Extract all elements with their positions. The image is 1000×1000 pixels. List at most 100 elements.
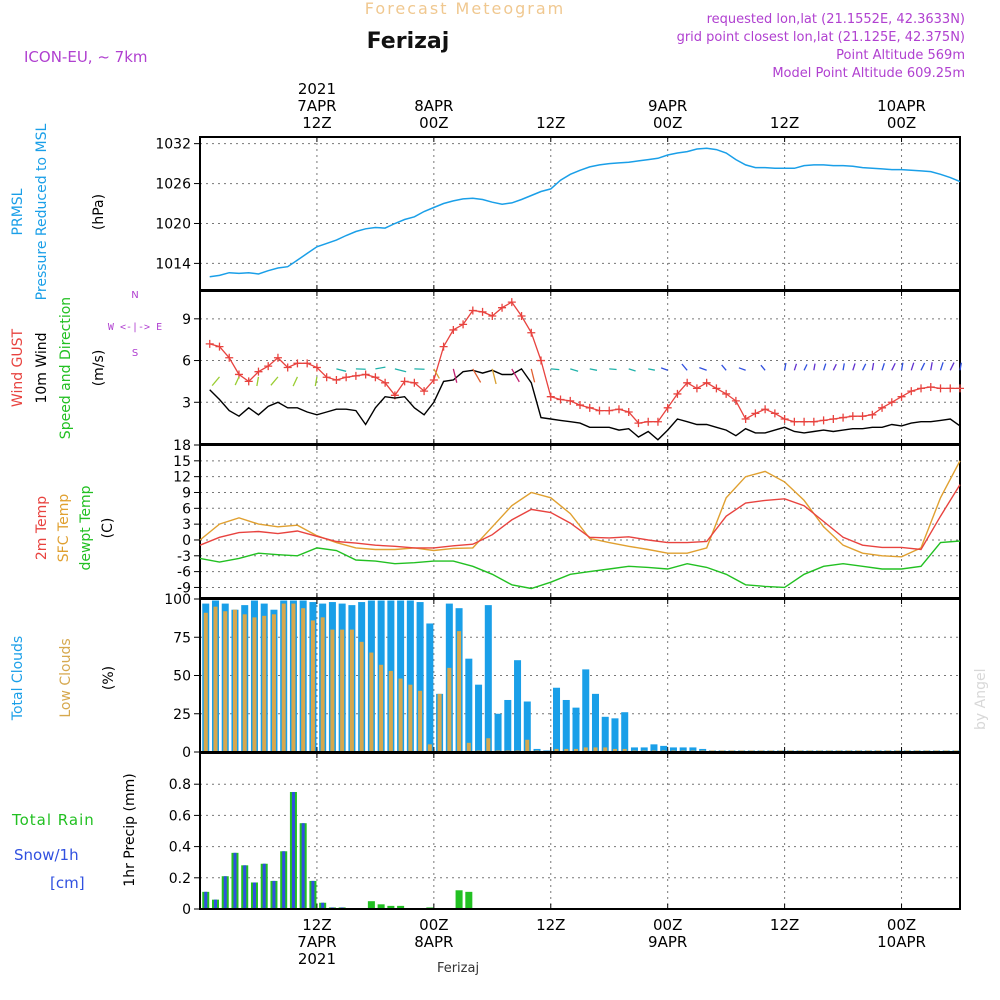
clouds-ytick-label: 0 bbox=[182, 745, 191, 761]
bottom-time-label: 00Z bbox=[419, 916, 448, 934]
wind-direction-arrow bbox=[760, 364, 766, 371]
bottom-time-label: 12Z bbox=[536, 916, 565, 934]
pressure-panel-labels: PRMSL Pressure Reduced to MSL (hPa) bbox=[10, 123, 107, 300]
top-time-label: 12Z bbox=[302, 114, 331, 132]
wind-direction-arrow bbox=[530, 368, 536, 383]
gust-marker bbox=[956, 384, 964, 393]
snow-bar bbox=[272, 880, 276, 908]
bottom-time-label: 10APR bbox=[877, 933, 926, 951]
gust-marker bbox=[634, 419, 643, 428]
wind-direction-arrow bbox=[910, 362, 915, 371]
total-cloud-bar bbox=[669, 747, 677, 751]
low-cloud-bar bbox=[953, 750, 959, 751]
gust-marker bbox=[537, 356, 546, 365]
compass-s: S bbox=[132, 348, 138, 359]
snow-bar bbox=[282, 851, 286, 908]
wind-unit-label: (m/s) bbox=[91, 350, 107, 387]
low-cloud-bar bbox=[603, 747, 608, 751]
temp-ytick-label: 12 bbox=[173, 470, 191, 486]
low-cloud-bar bbox=[681, 750, 686, 751]
gust-marker bbox=[897, 392, 906, 401]
low-cloud-bar bbox=[437, 693, 442, 751]
gust-marker bbox=[576, 401, 584, 410]
gust-marker bbox=[381, 378, 390, 387]
low-cloud-bar bbox=[651, 750, 656, 751]
prmsl-label: PRMSL bbox=[10, 188, 26, 235]
low-cloud-bar bbox=[349, 629, 354, 751]
station-title: Ferizaj bbox=[367, 29, 450, 54]
rain-bar bbox=[387, 905, 395, 908]
gust-marker bbox=[741, 414, 750, 423]
model-altitude: Model Point Altitude 609.25m bbox=[772, 66, 965, 81]
temp-frame bbox=[199, 444, 961, 599]
gust-line bbox=[209, 301, 960, 424]
precip-frame bbox=[199, 752, 961, 910]
gust-marker bbox=[205, 339, 214, 348]
total-cloud-bar bbox=[660, 745, 668, 751]
temp-ytick-label: 15 bbox=[173, 454, 191, 470]
gust-marker bbox=[800, 417, 809, 426]
clouds-panel-labels: Total Clouds Low Clouds (%) bbox=[10, 636, 117, 721]
total-cloud-bar bbox=[416, 602, 424, 751]
dewpt-label: dewpt Temp bbox=[78, 485, 94, 570]
wind-direction-arrow bbox=[681, 363, 688, 371]
snow-bar bbox=[330, 907, 334, 908]
snow-bar bbox=[204, 891, 208, 908]
snow-bar bbox=[233, 852, 237, 908]
gust-marker bbox=[498, 303, 507, 312]
clouds-ytick-label: 100 bbox=[164, 592, 191, 608]
total-cloud-bar bbox=[494, 713, 502, 751]
total-rain-label: Total Rain bbox=[11, 811, 95, 829]
gust-marker bbox=[663, 403, 672, 412]
pressure-ytick-label: 1032 bbox=[155, 137, 191, 153]
wind-direction-arrow bbox=[292, 376, 299, 387]
gust-marker bbox=[244, 377, 253, 386]
wind-direction-arrow bbox=[270, 376, 279, 386]
gust-marker bbox=[692, 384, 701, 393]
wind-direction-arrow bbox=[511, 368, 520, 383]
sfctemp-label: SFC Temp bbox=[56, 494, 72, 563]
clouds-ytick-label: 50 bbox=[173, 669, 191, 685]
wind-direction-arrow bbox=[891, 362, 896, 371]
pressure-ytick-label: 1014 bbox=[155, 256, 191, 272]
snow-bar bbox=[243, 865, 247, 908]
bottom-time-label: 00Z bbox=[887, 916, 916, 934]
gust-marker bbox=[917, 384, 926, 393]
gust-marker bbox=[926, 382, 935, 391]
low-cloud-bar bbox=[846, 750, 851, 751]
gust-marker bbox=[322, 373, 331, 382]
rain-bar bbox=[367, 901, 375, 908]
total-cloud-bar bbox=[426, 623, 434, 751]
prmsl-desc-label: Pressure Reduced to MSL bbox=[34, 123, 50, 300]
wind-panel-labels: Wind GUST 10m Wind Speed and Direction (… bbox=[10, 290, 162, 439]
low-cloud-bar bbox=[700, 750, 705, 751]
gust-marker bbox=[605, 406, 614, 415]
total-cloud-bar bbox=[504, 699, 512, 751]
pressure-ytick-label: 1020 bbox=[155, 216, 191, 232]
low-cloud-bar bbox=[895, 750, 900, 751]
temp-ytick-label: 6 bbox=[182, 501, 191, 517]
total-cloud-bar bbox=[562, 699, 570, 751]
total-cloud-bar bbox=[699, 748, 707, 751]
precip-panel-labels: Total Rain Snow/1h [cm] 1hr Precip (mm) bbox=[11, 773, 138, 892]
low-cloud-bar bbox=[710, 750, 715, 751]
low-cloud-bar bbox=[622, 748, 627, 751]
gust-marker bbox=[848, 412, 857, 421]
gust-marker bbox=[809, 417, 818, 426]
gust-marker bbox=[790, 417, 799, 426]
gust-marker bbox=[907, 387, 916, 396]
wind-direction-arrow bbox=[738, 367, 746, 371]
low-cloud-bar bbox=[379, 664, 384, 751]
wind10m-label: 10m Wind bbox=[34, 332, 50, 403]
gust-marker bbox=[303, 359, 312, 368]
gust-marker bbox=[761, 405, 770, 414]
low-cloud-bar bbox=[788, 750, 793, 751]
low-cloud-bar bbox=[817, 750, 822, 751]
total-cloud-bar bbox=[611, 718, 619, 751]
gust-marker bbox=[517, 312, 526, 321]
low-cloud-bar bbox=[807, 750, 812, 751]
rain-bar bbox=[455, 890, 463, 908]
wind-direction-arrow bbox=[842, 363, 845, 371]
low-cloud-bar bbox=[271, 614, 276, 751]
